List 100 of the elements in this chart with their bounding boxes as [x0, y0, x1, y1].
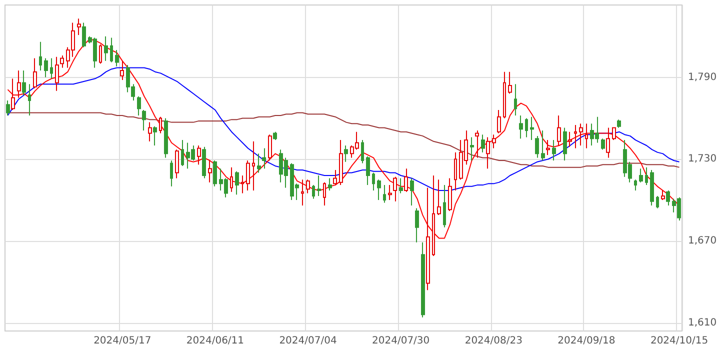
line-series [7, 112, 680, 168]
candlestick [497, 110, 501, 134]
candlestick [50, 58, 53, 80]
candlestick [617, 119, 621, 128]
candlestick [104, 36, 108, 62]
candlestick [197, 144, 201, 166]
candlestick [645, 166, 648, 186]
candlestick [39, 41, 42, 71]
candlestick [301, 179, 304, 206]
candlestick [328, 178, 332, 192]
candlestick [579, 123, 583, 146]
candlestick [55, 56, 59, 92]
candlestick [514, 84, 517, 116]
candlestick [11, 78, 15, 111]
candlestick [415, 208, 419, 243]
candlestick [525, 118, 528, 138]
candlestick [268, 134, 272, 161]
candlestick [317, 175, 321, 196]
candlestick [257, 153, 261, 174]
candlestick [601, 138, 605, 150]
candlestick [44, 58, 48, 78]
candlestick [388, 184, 392, 201]
candlestick [213, 160, 217, 187]
candlestick [519, 114, 523, 140]
candlestick [372, 172, 375, 192]
candlestick [115, 50, 119, 67]
candlestick [262, 148, 266, 170]
candlestick [230, 166, 233, 192]
candlestick [421, 242, 425, 318]
y-tick-label: 1,610 [688, 317, 717, 328]
candlestick [235, 170, 239, 196]
x-tick-label: 2024/07/30 [372, 336, 430, 346]
candlestick [120, 60, 124, 81]
candlestick [475, 130, 479, 158]
candlestick [77, 18, 81, 36]
candlestick [454, 152, 457, 192]
candlestick [333, 170, 337, 186]
x-tick-label: 2024/05/17 [94, 336, 152, 346]
candlestick [404, 168, 408, 192]
candlestick [246, 160, 250, 192]
candlestick [159, 116, 162, 134]
candlestick [410, 178, 414, 206]
candlestick [175, 149, 179, 179]
candlestick [383, 184, 386, 204]
candlestick [552, 140, 556, 161]
candlestick [393, 176, 397, 202]
candlestick [563, 127, 567, 161]
candlestick [666, 190, 670, 206]
candlestick [443, 184, 446, 228]
candlestick [99, 44, 102, 64]
candlestick [181, 140, 184, 166]
candlestick [606, 127, 610, 158]
candlestick [137, 96, 141, 116]
candlestick [426, 187, 430, 291]
y-tick-label: 1,670 [688, 235, 717, 246]
y-tick-label: 1,730 [688, 154, 717, 165]
candlestick [17, 70, 21, 98]
candlestick [530, 116, 534, 141]
candlestick [241, 175, 244, 194]
candlestick [481, 134, 485, 153]
candlestick [366, 156, 370, 186]
candlestick [634, 179, 637, 192]
x-tick-label: 2024/08/23 [464, 336, 522, 346]
candlestick [377, 179, 381, 201]
candlestick [110, 37, 113, 63]
line-series [7, 67, 680, 192]
x-tick-label: 2024/06/11 [186, 336, 244, 346]
x-tick-label: 2024/07/04 [279, 336, 337, 346]
candlestick [153, 126, 157, 146]
candlestick [344, 144, 348, 162]
y-tick-label: 1,790 [688, 72, 717, 83]
candlestick [399, 178, 403, 194]
candlestick [432, 175, 435, 256]
x-tick-label: 2024/10/15 [650, 336, 708, 346]
candlestick [557, 114, 561, 146]
candlestick [661, 190, 665, 201]
candlestick [546, 140, 550, 156]
candlestick [6, 100, 10, 116]
candlestick [170, 160, 173, 187]
candlestick [208, 160, 212, 183]
candlestick [486, 136, 490, 170]
candlestick [312, 184, 315, 200]
candlestick [164, 118, 168, 158]
candlestick [503, 71, 506, 119]
candlestick [650, 170, 654, 206]
candlestick [28, 84, 31, 116]
x-tick-label: 2024/09/18 [558, 336, 616, 346]
candlestick [148, 122, 152, 142]
candlestick [273, 131, 277, 141]
line-series [7, 38, 680, 239]
candlestick [22, 70, 26, 96]
candlestick [323, 182, 326, 206]
candlestick [612, 127, 616, 141]
candlestick [60, 54, 64, 68]
candlestick [448, 178, 452, 212]
candlestick [535, 135, 539, 158]
candlestick [252, 140, 255, 192]
candlestick [361, 140, 364, 164]
candlestick [306, 179, 310, 194]
candlestick [492, 134, 496, 149]
